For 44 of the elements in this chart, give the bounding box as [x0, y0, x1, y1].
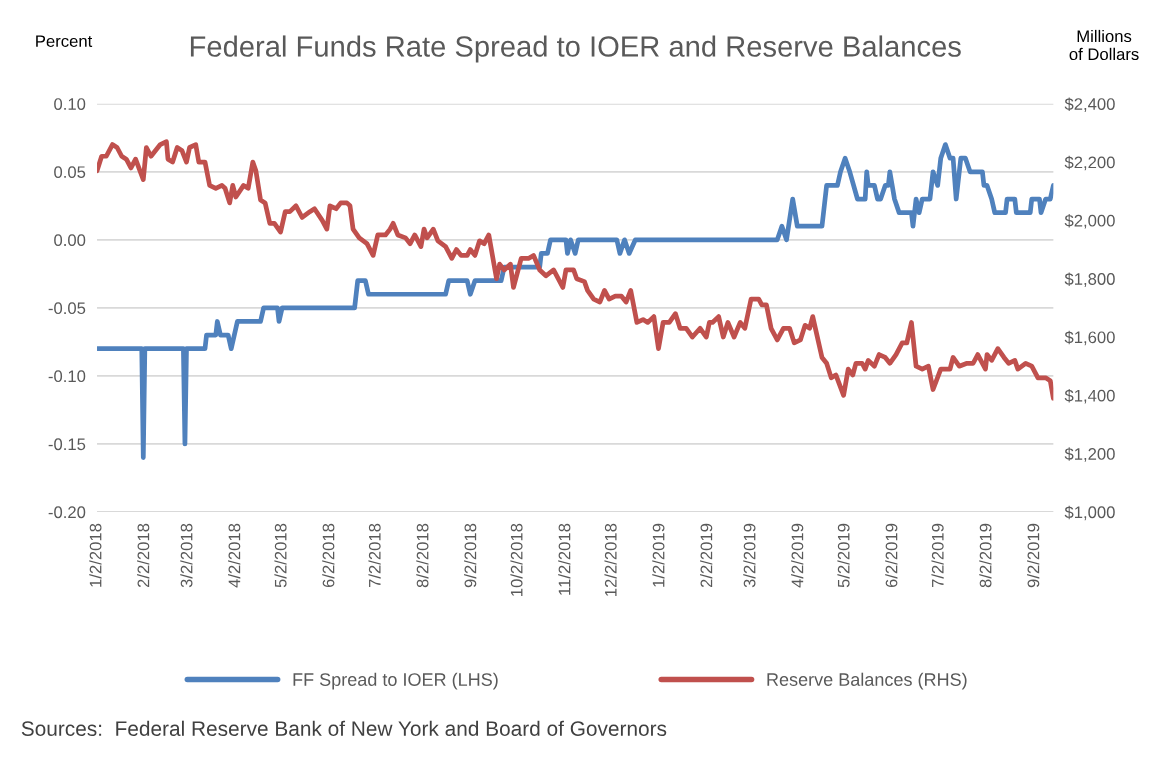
x-tick-label: 6/2/2018	[322, 523, 335, 588]
x-tick-label: 8/2/2019	[979, 523, 992, 588]
y2-tick-label: $1,600	[1064, 330, 1115, 346]
x-tick-label: 8/2/2018	[416, 523, 429, 588]
y-axis-title: Percent	[36, 35, 93, 48]
x-tick-label: 2/2/2018	[137, 523, 150, 588]
y2-tick-label: $1,000	[1064, 505, 1115, 521]
x-tick-label: 11/2/2018	[558, 523, 571, 595]
chart-title: Federal Funds Rate Spread to IOER and Reserve Balances	[190, 35, 961, 63]
y-tick-label: -0.15	[48, 438, 86, 451]
x-tick-label: 6/2/2019	[885, 523, 898, 588]
legend-label: FF Spread to IOER (LHS)	[293, 672, 498, 690]
x-tick-label: 9/2/2018	[464, 523, 477, 588]
x-tick-label: 3/2/2018	[180, 523, 193, 588]
y-tick-label: -0.05	[48, 302, 86, 315]
x-tick-label: 7/2/2018	[368, 523, 381, 588]
y2-tick-label: $2,400	[1064, 97, 1115, 112]
x-tick-label: 7/2/2019	[931, 523, 944, 588]
y2-tick-label: $2,000	[1064, 214, 1115, 229]
x-tick-label: 2/2/2019	[700, 523, 713, 588]
line-series	[97, 139, 1054, 401]
x-tick-label: 9/2/2019	[1027, 523, 1040, 588]
x-tick-label: 5/2/2018	[274, 523, 287, 588]
y2-tick-label: $2,200	[1064, 155, 1115, 171]
y-tick-label: -0.10	[48, 370, 86, 383]
source-note: Sources: Federal Reserve Bank of New York and Board of Governors	[21, 720, 667, 736]
y-tick-label: 0.00	[54, 234, 86, 247]
line-series	[97, 142, 1054, 460]
y2-tick-label: $1,200	[1064, 447, 1115, 462]
y-tick-label: -0.20	[48, 506, 86, 519]
x-tick-label: 10/2/2018	[510, 523, 523, 596]
y-tick-label: 0.05	[54, 166, 86, 179]
x-tick-label: 4/2/2018	[228, 523, 241, 588]
x-tick-label: 1/2/2019	[652, 523, 665, 587]
x-tick-label: 12/2/2018	[604, 523, 617, 596]
y2-tick-label: $1,800	[1064, 272, 1115, 287]
y-tick-label: 0.10	[54, 98, 86, 110]
x-tick-label: 5/2/2019	[837, 523, 850, 588]
y2-axis-title: Millions of Dollars	[1069, 29, 1139, 61]
x-tick-label: 4/2/2019	[791, 523, 804, 588]
legend-label: Reserve Balances (RHS)	[767, 672, 967, 690]
x-tick-label: 1/2/2018	[89, 523, 102, 587]
x-tick-label: 3/2/2019	[743, 523, 756, 588]
y2-tick-label: $1,400	[1064, 389, 1115, 404]
